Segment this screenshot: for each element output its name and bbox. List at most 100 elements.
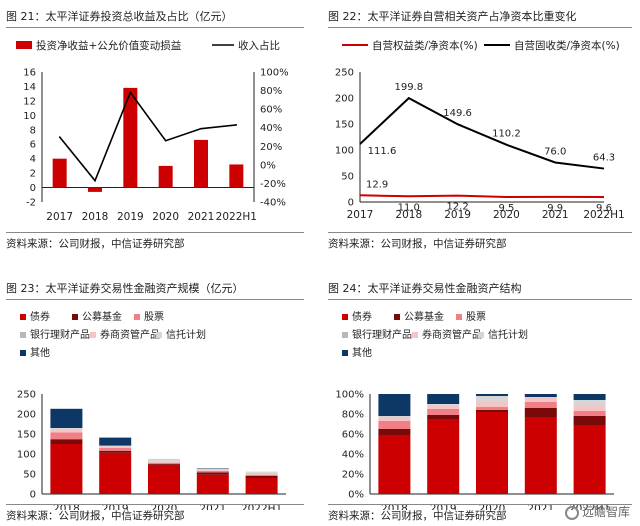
bar-segment	[476, 412, 508, 494]
data-label: 199.8	[394, 82, 423, 93]
y-tick-label: 50	[23, 470, 36, 481]
data-label: 111.6	[368, 146, 397, 157]
bar-segment	[196, 472, 229, 475]
panel-title: 图 21：太平洋证券投资总收益及占比（亿元）	[6, 10, 233, 23]
y-tick-label: 200	[17, 410, 36, 421]
series-line	[359, 96, 605, 170]
source-note: 资料来源：公司财报，中信证券研究部	[6, 510, 185, 522]
watermark-text: 远瞻智库	[581, 505, 630, 519]
data-label: 110.2	[492, 129, 521, 140]
bar-segment	[50, 439, 83, 444]
legend-label: 收入占比	[238, 39, 280, 52]
y-tick-label: 150	[335, 120, 354, 131]
bar-segment	[573, 405, 606, 411]
bar-segment	[524, 397, 557, 402]
bar-segment	[427, 404, 460, 406]
title-rule	[328, 27, 632, 28]
legend-label: 自营权益类/净资本(%)	[372, 39, 478, 52]
legend-label: 债券	[352, 310, 372, 323]
x-tick-label: 2017	[46, 211, 73, 223]
legend-swatch	[342, 350, 348, 356]
x-tick-label: 2021	[188, 211, 215, 223]
y-tick-label: 2	[30, 169, 36, 180]
y2-tick-label: 60%	[260, 105, 282, 116]
y-tick-label: 80%	[342, 410, 364, 421]
title-rule	[6, 27, 304, 28]
bar	[158, 165, 173, 188]
data-label: 12.2	[446, 202, 468, 213]
bar-segment	[245, 474, 278, 476]
panel-title: 图 24：太平洋证券交易性金融资产结构	[328, 282, 522, 295]
legend-label: 投资净收益+公允价值变动损益	[36, 39, 182, 52]
legend-swatch-bar	[16, 41, 32, 49]
bar-segment	[524, 402, 557, 408]
source-rule	[6, 232, 304, 233]
y-tick-label: 16	[23, 68, 36, 79]
y-tick-label: 40%	[342, 450, 364, 461]
bar-segment	[476, 396, 508, 402]
bar-segment	[99, 445, 132, 447]
bar-segment	[378, 421, 411, 429]
bar	[123, 87, 138, 188]
line-point	[164, 139, 167, 142]
title-rule	[328, 299, 632, 300]
y-tick-label: 150	[17, 430, 36, 441]
bar-segment	[427, 394, 460, 404]
x-tick-label: 2020	[493, 209, 520, 221]
line-point	[94, 179, 96, 182]
bar-segment	[427, 406, 460, 409]
data-label: 12.9	[366, 179, 388, 190]
legend-label: 股票	[144, 311, 164, 323]
bar-segment	[476, 402, 508, 407]
bar-segment	[245, 472, 278, 475]
bar-segment	[50, 428, 83, 430]
legend-swatch	[412, 332, 418, 338]
x-tick-label: 2019	[444, 209, 471, 221]
y-tick-label: 10	[23, 111, 36, 122]
y-tick-label: 8	[30, 125, 36, 136]
y-tick-label: 60%	[342, 430, 364, 441]
legend-swatch	[156, 332, 162, 338]
bar-segment	[573, 411, 606, 416]
y2-tick-label: 0%	[260, 160, 276, 171]
data-label: 76.0	[544, 146, 566, 157]
panel-title: 图 23：太平洋证券交易性金融资产规模（亿元）	[6, 282, 244, 295]
source-rule	[328, 504, 632, 505]
x-tick-label: 2022H1	[569, 503, 610, 510]
source-note: 资料来源：公司财报，中信证券研究部	[328, 510, 507, 522]
series-line	[359, 194, 605, 199]
legend-label: 公募基金	[404, 310, 444, 323]
source-note: 资料来源：公司财报，中信证券研究部	[328, 238, 507, 250]
x-tick-label: 2019	[117, 211, 144, 223]
legend-swatch	[20, 332, 26, 338]
watermark: 远瞻智库	[564, 503, 630, 520]
source-rule	[6, 504, 304, 505]
y-tick-label: 6	[30, 140, 36, 151]
y-tick-label: 0%	[348, 490, 364, 501]
legend-swatch	[342, 332, 348, 338]
bar-segment	[50, 432, 83, 440]
y2-tick-label: -20%	[260, 179, 286, 190]
bar	[229, 164, 244, 188]
bar-segment	[196, 474, 229, 494]
bar	[52, 158, 67, 188]
series-line	[59, 90, 237, 183]
bar-segment	[99, 450, 132, 453]
bar-segment	[427, 409, 460, 415]
title-rule	[6, 299, 304, 300]
bar-segment	[148, 461, 180, 463]
bar-segment	[378, 429, 411, 435]
legend-swatch	[134, 314, 140, 320]
x-tick-label: 2021	[542, 209, 569, 221]
x-tick-label: 2022H1	[583, 209, 624, 221]
bar-segment	[378, 435, 411, 494]
x-tick-label: 2020	[151, 503, 178, 510]
bar-segment	[245, 476, 278, 478]
chart-investment-income: 投资净收益+公允价值变动损益 收入占比 -2 0 2 4 6 8 10 12 14 16 -40% -20…	[16, 39, 289, 223]
y-tick-label: -2	[26, 198, 36, 209]
data-label: 11.0	[398, 202, 420, 213]
x-tick-label: 2019	[430, 503, 457, 510]
y2-tick-label: 40%	[260, 123, 282, 134]
legend-swatch	[394, 314, 400, 320]
